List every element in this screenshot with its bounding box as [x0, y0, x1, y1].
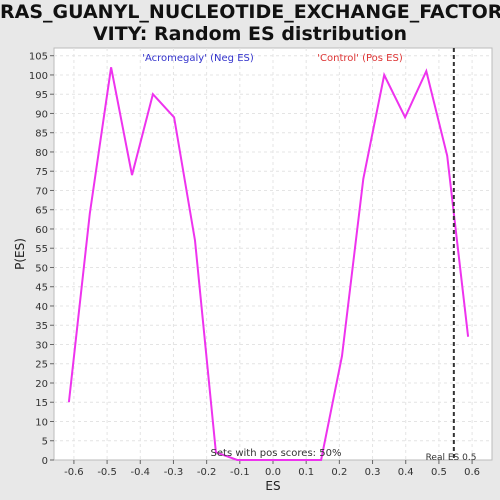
y-tick-label: 35 [35, 321, 48, 332]
sets-pos-scores-label: Sets with pos scores: 50% [211, 448, 342, 459]
x-tick-label: -0.6 [64, 467, 84, 478]
y-tick-label: 100 [29, 71, 48, 82]
x-tick-label: -0.1 [230, 467, 250, 478]
y-axis: 0 5 10 15 20 25 30 35 40 45 50 55 60 65 70 75 80 85 90 95 10… [29, 52, 54, 467]
y-tick-label: 5 [42, 437, 48, 448]
y-tick-label: 45 [35, 283, 48, 294]
y-axis-label: P(ES) [13, 238, 27, 270]
x-axis-label: ES [265, 479, 280, 493]
x-tick-label: 0.6 [464, 467, 480, 478]
y-tick-label: 70 [35, 186, 48, 197]
y-tick-label: 20 [35, 379, 48, 390]
x-tick-label: -0.2 [197, 467, 217, 478]
chart-title-line-2: VITY: Random ES distribution [92, 23, 408, 45]
y-tick-label: 105 [29, 52, 48, 63]
x-axis: -0.6 -0.5 -0.4 -0.3 -0.2 -0.1 0.0 0.1 0.2 0.3 0.4 0… [64, 460, 480, 478]
x-tick-label: 0.2 [331, 467, 347, 478]
y-tick-label: 85 [35, 129, 48, 140]
grid-lines [54, 48, 492, 460]
y-tick-label: 90 [35, 109, 48, 120]
x-tick-label: -0.3 [164, 467, 184, 478]
y-tick-label: 60 [35, 225, 48, 236]
x-tick-label: 0.5 [431, 467, 447, 478]
y-tick-label: 30 [35, 340, 48, 351]
pos-es-label: 'Control' (Pos ES) [317, 53, 403, 64]
x-tick-label: 0.1 [298, 467, 314, 478]
y-tick-label: 80 [35, 148, 48, 159]
x-tick-label: 0.3 [365, 467, 381, 478]
x-tick-label: -0.4 [131, 467, 151, 478]
x-tick-label: -0.5 [97, 467, 117, 478]
y-tick-label: 40 [35, 302, 48, 313]
real-es-label: Real ES 0.5 [426, 453, 477, 463]
x-tick-label: 0.4 [398, 467, 414, 478]
y-tick-label: 10 [35, 417, 48, 428]
y-tick-label: 65 [35, 206, 48, 217]
y-tick-label: 0 [42, 456, 48, 467]
y-tick-label: 15 [35, 398, 48, 409]
neg-es-label: 'Acromegaly' (Neg ES) [142, 53, 254, 64]
y-tick-label: 50 [35, 263, 48, 274]
series-line [67, 67, 470, 461]
y-tick-label: 75 [35, 167, 48, 178]
y-tick-label: 55 [35, 244, 48, 255]
y-tick-label: 25 [35, 360, 48, 371]
x-tick-label: 0.0 [265, 467, 281, 478]
chart-title-line-1: RAS_GUANYL_NUCLEOTIDE_EXCHANGE_FACTOR_AC… [0, 1, 500, 23]
y-tick-label: 95 [35, 90, 48, 101]
